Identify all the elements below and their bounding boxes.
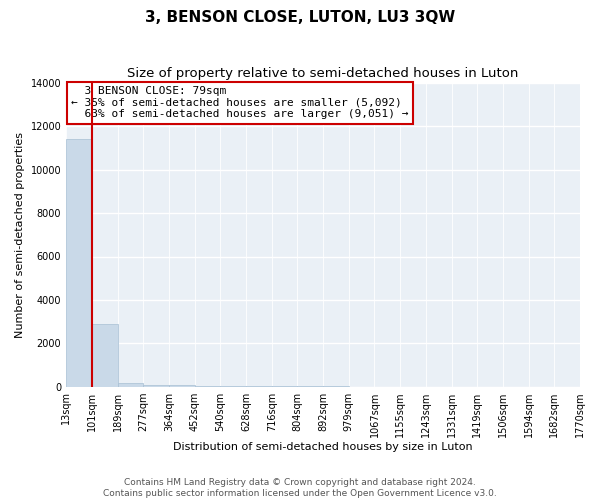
Text: 3, BENSON CLOSE, LUTON, LU3 3QW: 3, BENSON CLOSE, LUTON, LU3 3QW: [145, 10, 455, 25]
Text: Contains HM Land Registry data © Crown copyright and database right 2024.
Contai: Contains HM Land Registry data © Crown c…: [103, 478, 497, 498]
Bar: [92, 324, 118, 386]
Bar: [66, 140, 92, 386]
Y-axis label: Number of semi-detached properties: Number of semi-detached properties: [15, 132, 25, 338]
Bar: [118, 384, 143, 386]
Text: 3 BENSON CLOSE: 79sqm
← 35% of semi-detached houses are smaller (5,092)
  63% of: 3 BENSON CLOSE: 79sqm ← 35% of semi-deta…: [71, 86, 409, 120]
X-axis label: Distribution of semi-detached houses by size in Luton: Distribution of semi-detached houses by …: [173, 442, 473, 452]
Title: Size of property relative to semi-detached houses in Luton: Size of property relative to semi-detach…: [127, 68, 519, 80]
Bar: [143, 385, 169, 386]
